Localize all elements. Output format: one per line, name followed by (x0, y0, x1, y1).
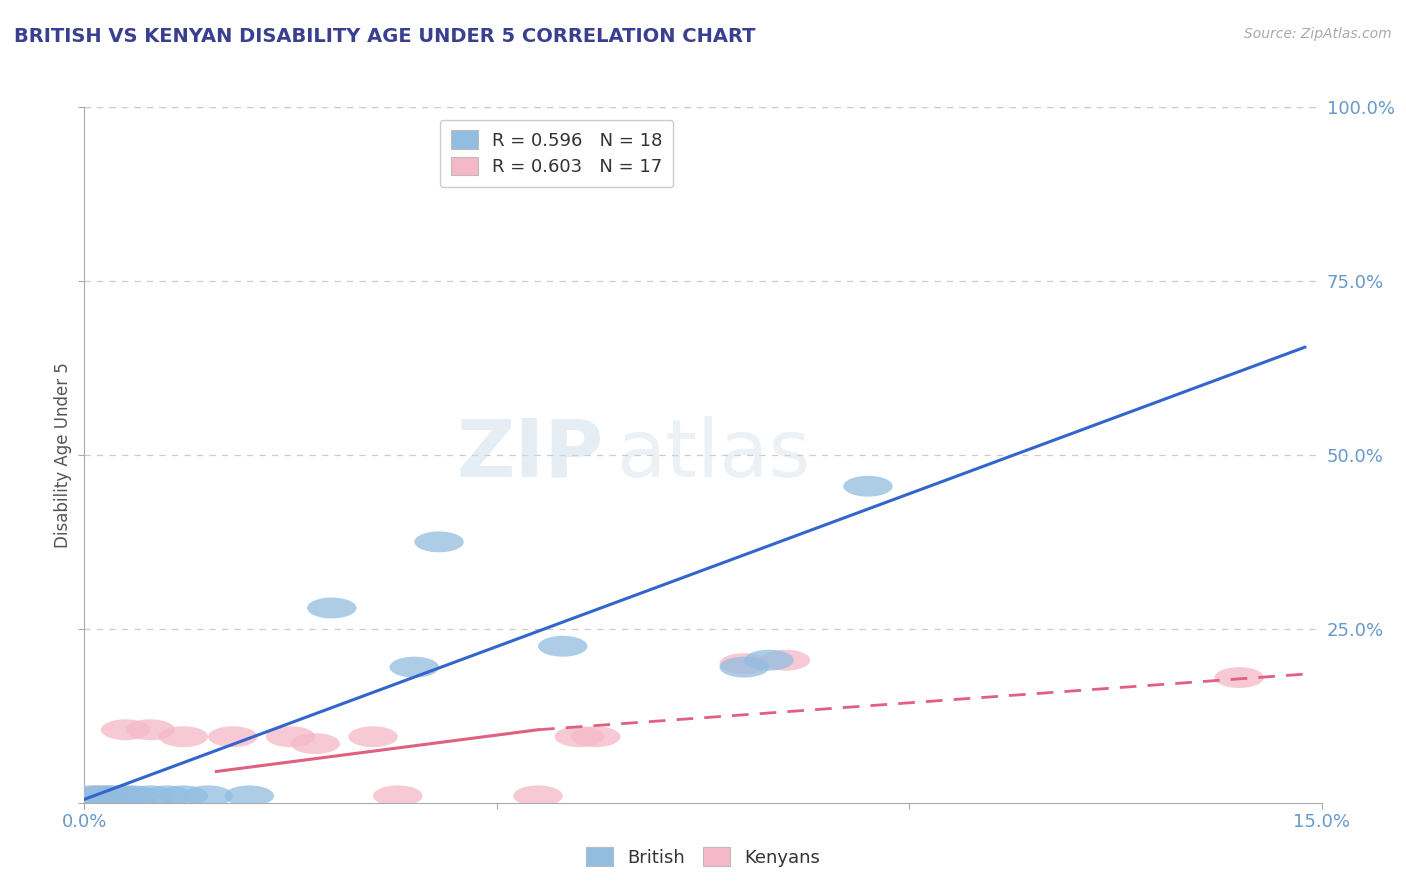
Text: atlas: atlas (616, 416, 811, 494)
Ellipse shape (744, 649, 794, 671)
Ellipse shape (183, 786, 233, 806)
Ellipse shape (349, 726, 398, 747)
Legend: British, Kenyans: British, Kenyans (578, 840, 828, 874)
Ellipse shape (720, 653, 769, 674)
Ellipse shape (159, 786, 208, 806)
Ellipse shape (76, 786, 125, 806)
Ellipse shape (513, 786, 562, 806)
Ellipse shape (110, 786, 159, 806)
Ellipse shape (142, 786, 191, 806)
Y-axis label: Disability Age Under 5: Disability Age Under 5 (53, 362, 72, 548)
Ellipse shape (761, 649, 810, 671)
Text: Source: ZipAtlas.com: Source: ZipAtlas.com (1244, 27, 1392, 41)
Ellipse shape (76, 786, 125, 806)
Ellipse shape (208, 726, 257, 747)
Ellipse shape (125, 719, 176, 740)
Ellipse shape (373, 786, 423, 806)
Ellipse shape (67, 786, 117, 806)
Ellipse shape (125, 786, 176, 806)
Ellipse shape (415, 532, 464, 552)
Ellipse shape (291, 733, 340, 754)
Ellipse shape (307, 598, 357, 618)
Ellipse shape (159, 726, 208, 747)
Ellipse shape (67, 786, 117, 806)
Ellipse shape (844, 475, 893, 497)
Ellipse shape (720, 657, 769, 678)
Ellipse shape (571, 726, 620, 747)
Ellipse shape (93, 786, 142, 806)
Ellipse shape (101, 719, 150, 740)
Ellipse shape (84, 786, 134, 806)
Ellipse shape (554, 726, 605, 747)
Legend: R = 0.596   N = 18, R = 0.603   N = 17: R = 0.596 N = 18, R = 0.603 N = 17 (440, 120, 673, 187)
Text: ZIP: ZIP (457, 416, 605, 494)
Ellipse shape (84, 786, 134, 806)
Ellipse shape (225, 786, 274, 806)
Ellipse shape (1215, 667, 1264, 688)
Ellipse shape (266, 726, 315, 747)
Ellipse shape (101, 786, 150, 806)
Text: BRITISH VS KENYAN DISABILITY AGE UNDER 5 CORRELATION CHART: BRITISH VS KENYAN DISABILITY AGE UNDER 5… (14, 27, 755, 45)
Ellipse shape (538, 636, 588, 657)
Ellipse shape (389, 657, 439, 678)
